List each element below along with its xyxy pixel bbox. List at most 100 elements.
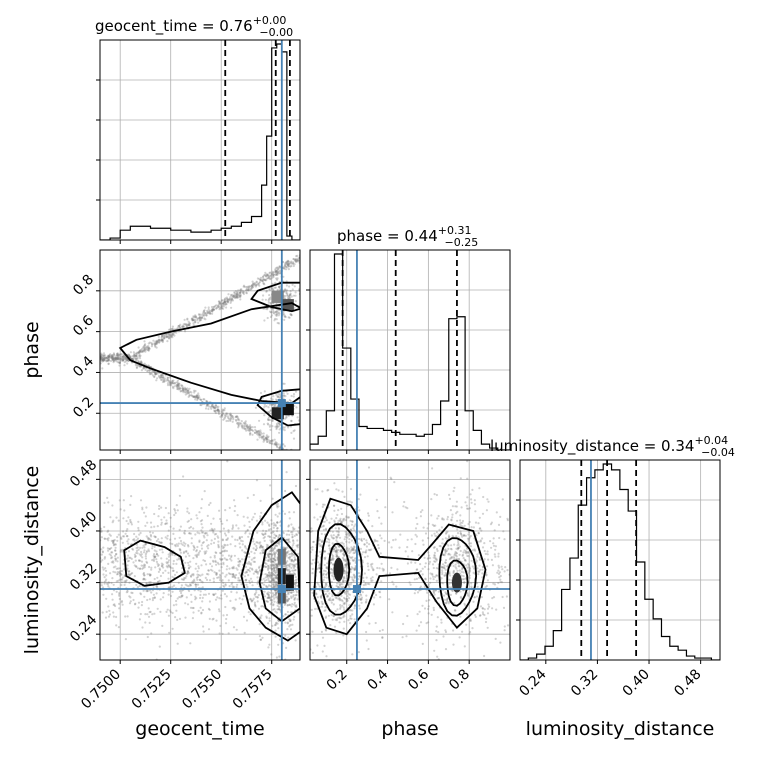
phase-vs-geocent-time-point (275, 266, 278, 269)
phase-vs-geocent-time-point (136, 351, 140, 354)
luminosity-distance-vs-geocent-time-point (112, 570, 115, 573)
phase-vs-geocent-time-point (285, 416, 288, 419)
phase-vs-geocent-time-point (252, 285, 255, 288)
luminosity-distance-vs-geocent-time-point (285, 564, 288, 567)
luminosity-distance-vs-geocent-time-point (262, 529, 265, 532)
luminosity-distance-vs-geocent-time-point (203, 550, 206, 553)
luminosity-distance-vs-geocent-time-point (134, 555, 137, 558)
luminosity-distance-vs-phase-point (365, 539, 368, 542)
luminosity-distance-vs-geocent-time-point (222, 614, 225, 617)
luminosity-distance-vs-geocent-time-point (190, 518, 193, 521)
phase-vs-geocent-time-point (148, 371, 151, 374)
luminosity-distance-vs-geocent-time-point (103, 556, 107, 559)
luminosity-distance-vs-geocent-time-point (244, 532, 247, 535)
luminosity-distance-vs-phase-point (442, 518, 445, 521)
luminosity-distance-vs-geocent-time-point (232, 585, 236, 589)
luminosity-distance-vs-geocent-time-point (257, 570, 260, 573)
phase-vs-geocent-time-point (168, 376, 172, 379)
phase-vs-geocent-time-point (112, 355, 115, 358)
luminosity-distance-vs-phase-point (343, 591, 346, 594)
phase-vs-geocent-time-point (186, 387, 189, 390)
phase-vs-geocent-time-point (105, 357, 108, 360)
luminosity-distance-vs-geocent-time-point (271, 540, 274, 543)
luminosity-distance-vs-phase-point (450, 557, 453, 560)
luminosity-distance-vs-geocent-time-point (121, 535, 125, 538)
phase-vs-geocent-time-point (179, 323, 182, 326)
phase-vs-geocent-time-point (297, 259, 300, 262)
luminosity-distance-vs-geocent-time-point (100, 548, 103, 551)
luminosity-distance-vs-phase-point (446, 518, 449, 521)
luminosity-distance-vs-geocent-time-point (224, 575, 227, 578)
phase-vs-geocent-time-point (265, 279, 268, 282)
phase-vs-geocent-time-point (283, 264, 287, 267)
luminosity-distance-vs-geocent-time-point (110, 539, 113, 543)
luminosity-distance-vs-geocent-time-point (106, 537, 109, 541)
luminosity-distance-vs-geocent-time-point (292, 542, 295, 545)
luminosity-distance-vs-geocent-time-point (289, 555, 292, 558)
phase-vs-geocent-time-point (258, 432, 261, 435)
luminosity-distance-vs-geocent-time-point (242, 594, 245, 598)
luminosity-distance-vs-phase-point (463, 534, 466, 537)
luminosity-distance-vs-phase-point (429, 572, 432, 575)
phase-vs-geocent-time-point (190, 317, 193, 321)
phase-vs-geocent-time-point (237, 424, 240, 428)
luminosity-distance-vs-phase-point (422, 543, 425, 546)
luminosity-distance-vs-geocent-time-point (286, 538, 290, 541)
luminosity-distance-vs-geocent-time-point (220, 594, 223, 597)
phase-vs-geocent-time-point (209, 406, 212, 409)
luminosity-distance-vs-phase-point (424, 577, 427, 580)
luminosity-distance-vs-phase-point (334, 527, 337, 530)
phase-vs-geocent-time-point (127, 359, 130, 362)
luminosity-distance-vs-geocent-time-point (245, 578, 248, 581)
luminosity-distance-vs-geocent-time-point (159, 610, 162, 614)
luminosity-distance-vs-phase-point (322, 528, 325, 531)
luminosity-distance-vs-geocent-time-point (201, 608, 205, 612)
phase-vs-geocent-time-point (261, 276, 265, 279)
luminosity-distance-vs-geocent-time-point (259, 544, 262, 547)
phase-vs-geocent-time-point (226, 300, 230, 303)
luminosity-distance-vs-phase-point (467, 551, 470, 554)
phase-vs-geocent-time-point (194, 396, 198, 399)
luminosity-distance-vs-geocent-time-point (197, 551, 200, 555)
phase-vs-geocent-time-point (166, 335, 169, 338)
phase-vs-geocent-time-point (121, 357, 124, 361)
luminosity-distance-vs-geocent-time-point (227, 529, 230, 532)
phase-vs-geocent-time-point (214, 411, 217, 415)
luminosity-distance-vs-geocent-time-point (294, 569, 297, 572)
phase-vs-geocent-time-point (271, 398, 274, 401)
luminosity-distance-vs-geocent-time-point (261, 582, 264, 585)
phase-vs-geocent-time-point (230, 294, 233, 297)
luminosity-distance-vs-geocent-time-point (265, 562, 268, 566)
phase-vs-geocent-time-point (284, 454, 286, 456)
luminosity-distance-vs-geocent-time-point (126, 615, 129, 618)
phase-vs-geocent-time-point (273, 438, 276, 441)
phase-vs-geocent-time-point (155, 339, 158, 342)
phase-vs-geocent-time-point (168, 381, 171, 384)
phase-vs-geocent-time-point (285, 265, 288, 268)
luminosity-distance-vs-phase-point (339, 519, 342, 522)
phase-vs-geocent-time-point (262, 440, 265, 443)
luminosity-distance-vs-geocent-time-point (278, 534, 281, 537)
phase-vs-geocent-time-point (247, 289, 250, 292)
phase-vs-geocent-time-point (207, 306, 210, 309)
luminosity-distance-vs-geocent-time-point (201, 586, 204, 589)
phase-vs-geocent-time-point (226, 298, 229, 301)
phase-vs-geocent-time-point (134, 364, 137, 367)
phase-vs-geocent-time-point (276, 271, 279, 274)
luminosity-distance-vs-geocent-time-point (122, 499, 125, 502)
phase-vs-geocent-time-point (157, 339, 160, 342)
luminosity-distance-vs-phase-point (311, 548, 314, 551)
luminosity-distance-vs-geocent-time-point (219, 558, 223, 562)
luminosity-distance-vs-geocent-time-point (221, 579, 224, 582)
luminosity-distance-vs-geocent-time-point (261, 549, 264, 552)
phase-vs-geocent-time-point (205, 399, 208, 403)
luminosity-distance-vs-geocent-time-point (252, 560, 255, 563)
luminosity-distance-vs-geocent-time-point (290, 558, 293, 562)
phase-vs-geocent-time-point (197, 317, 200, 320)
phase-vs-geocent-time-point (241, 289, 244, 293)
luminosity-distance-vs-phase-point (336, 513, 339, 517)
phase-vs-geocent-time-point (133, 352, 136, 355)
luminosity-distance-vs-geocent-time-point (220, 580, 223, 583)
luminosity-distance-vs-geocent-time-point (175, 562, 178, 566)
phase-vs-geocent-time-point (186, 318, 189, 321)
